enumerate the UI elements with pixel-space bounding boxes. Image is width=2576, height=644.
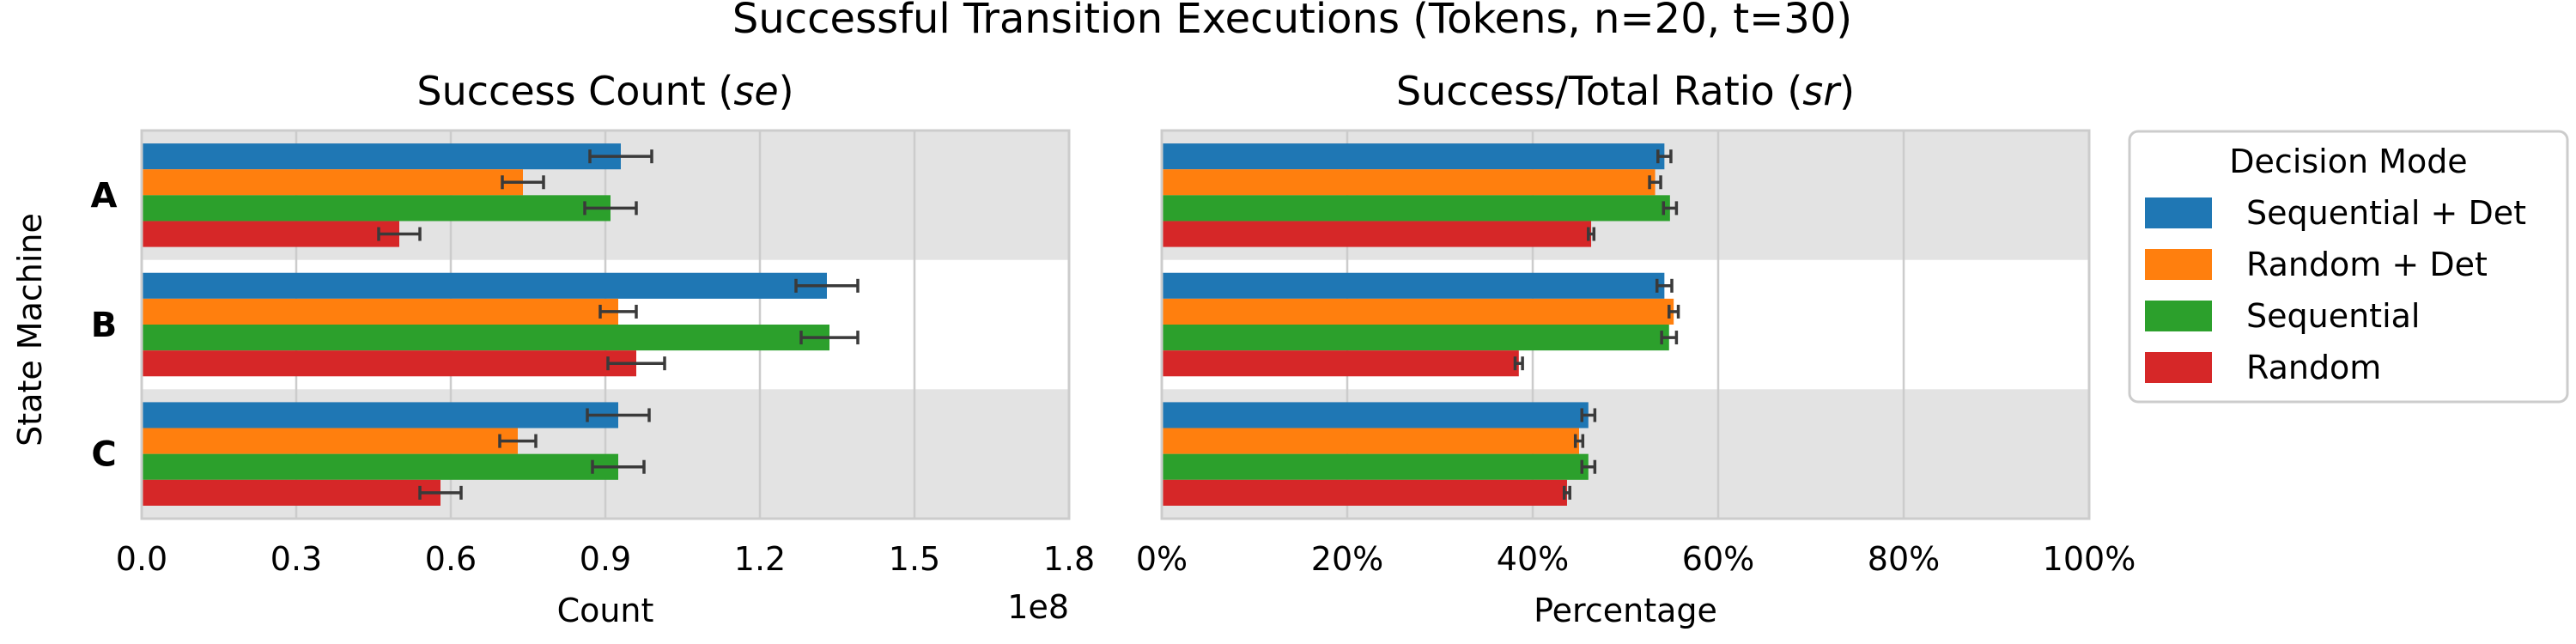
legend-swatch [2145, 197, 2212, 228]
error-bar-A-1 [1656, 149, 1673, 164]
x-tick-label: 0.6 [425, 540, 477, 578]
bar-C-2 [142, 428, 518, 454]
x-tick-label: 80% [1868, 540, 1940, 578]
bar-B-1 [1162, 272, 1665, 299]
bar-A-2 [142, 169, 523, 196]
axis-offset-label: 1e8 [1007, 588, 1069, 626]
legend-title: Decision Mode [2229, 143, 2467, 180]
panel-2: 0% 20% 40% 60% 80% 100% Percentage Success/Tota… [1136, 68, 2136, 629]
error-bar-B-4 [1513, 356, 1524, 371]
bar-C-3 [1162, 453, 1589, 480]
error-bar-B-1 [1655, 278, 1674, 293]
legend-swatch [2145, 249, 2212, 280]
category-label-A: A [91, 176, 118, 216]
x-tick-label: 20% [1311, 540, 1383, 578]
bar-A-4 [142, 221, 399, 247]
error-bar-B-3 [1660, 331, 1679, 345]
bar-C-2 [1162, 428, 1579, 454]
error-bar-C-3 [591, 459, 646, 474]
legend-label: Sequential [2246, 297, 2420, 335]
bar-A-4 [1162, 221, 1592, 247]
legend-item-2: Random + Det [2145, 246, 2488, 283]
error-bar-C-1 [1580, 408, 1597, 422]
legend-swatch [2145, 301, 2212, 331]
legend-label: Random + Det [2246, 246, 2488, 283]
error-bar-A-4 [377, 227, 422, 241]
panel-title: Success Count (se) [416, 68, 793, 114]
legend-label: Sequential + Det [2246, 194, 2526, 232]
error-bar-C-4 [418, 485, 463, 500]
x-tick-label: 40% [1497, 540, 1569, 578]
bar-B-1 [142, 272, 827, 299]
legend-item-4: Random [2145, 349, 2381, 386]
x-tick-label: 100% [2043, 540, 2136, 578]
bar-A-3 [1162, 195, 1670, 222]
error-bar-C-4 [1562, 485, 1571, 500]
error-bar-B-2 [598, 304, 638, 319]
bar-A-1 [1162, 143, 1665, 170]
bar-C-1 [1162, 402, 1589, 428]
error-bar-A-3 [583, 201, 638, 216]
error-bar-B-4 [606, 356, 666, 371]
figure-title: Successful Transition Executions (Tokens… [732, 0, 1852, 43]
x-tick-label: 1.2 [734, 540, 786, 578]
bar-C-4 [1162, 479, 1567, 506]
bar-C-4 [142, 479, 440, 506]
error-bar-C-2 [498, 434, 538, 448]
error-bar-C-3 [1580, 459, 1597, 474]
error-bar-A-3 [1662, 201, 1679, 216]
bar-B-4 [142, 350, 636, 377]
bar-A-3 [142, 195, 611, 222]
x-axis-label: Count [557, 592, 654, 629]
error-bar-A-1 [588, 149, 653, 164]
legend-frame [2128, 130, 2569, 404]
x-tick-label: 60% [1682, 540, 1754, 578]
bar-B-2 [142, 298, 618, 325]
bar-C-1 [142, 402, 618, 428]
category-label-B: B [91, 306, 118, 345]
category-label-C: C [91, 435, 116, 475]
x-tick-label: 0.3 [270, 540, 322, 578]
error-bar-C-2 [1573, 434, 1585, 448]
error-bar-B-1 [794, 278, 860, 293]
x-tick-label: 0% [1136, 540, 1188, 578]
bar-A-2 [1162, 169, 1656, 196]
x-axis-label: Percentage [1534, 592, 1717, 629]
error-bar-C-1 [586, 408, 651, 422]
x-tick-label: 1.8 [1043, 540, 1095, 578]
legend-label: Random [2246, 349, 2381, 386]
error-bar-A-2 [1648, 175, 1662, 190]
legend: Decision Mode Sequential + Det Random + De… [2128, 130, 2569, 404]
bar-C-3 [142, 453, 618, 480]
plot-frame [140, 129, 1071, 520]
bar-A-1 [142, 143, 621, 170]
legend-swatch [2145, 352, 2212, 383]
plot-frame [1160, 129, 2091, 520]
x-tick-label: 1.5 [889, 540, 940, 578]
bar-B-3 [142, 325, 829, 351]
legend-item-3: Sequential [2145, 297, 2420, 335]
bar-B-3 [1162, 325, 1669, 351]
bar-B-4 [1162, 350, 1519, 377]
x-tick-label: 0.0 [116, 540, 167, 578]
error-bar-B-2 [1668, 304, 1680, 319]
panel-title: Success/Total Ratio (sr) [1396, 68, 1855, 114]
error-bar-A-4 [1587, 227, 1596, 241]
panel-1: 0.0 0.3 0.6 0.9 1.2 1.5 1.8 A B C Count 1e8 Success … [91, 68, 1096, 629]
error-bar-A-2 [501, 175, 545, 190]
x-tick-label: 0.9 [580, 540, 631, 578]
y-axis-label: State Machine [11, 213, 49, 447]
legend-item-1: Sequential + Det [2145, 194, 2526, 232]
error-bar-B-3 [799, 331, 860, 345]
bar-B-2 [1162, 298, 1674, 325]
